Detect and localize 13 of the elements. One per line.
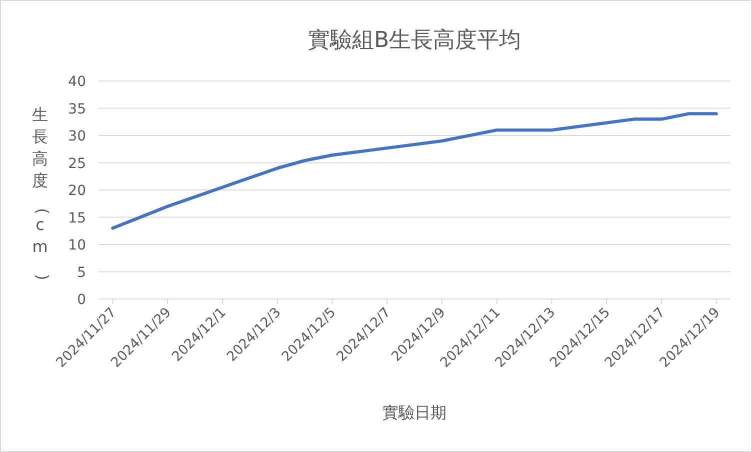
y-tick-label: 40 [68,74,86,90]
y-tick-label: 35 [68,101,86,118]
y-axis-title: 生長高度(cm) [32,105,52,280]
y-tick-label: 10 [68,238,86,254]
line-series [111,112,718,230]
y-tick-label: 30 [68,128,86,144]
chart-title: 實驗組B生長高度平均 [308,28,522,53]
x-axis-title: 實驗日期 [382,403,446,422]
y-tick-label: 5 [77,264,86,281]
y-tick-label: 15 [68,210,86,226]
y-tick-label: 20 [68,183,86,199]
y-tick-label: 25 [68,156,86,172]
y-tick-label: 0 [77,292,86,308]
